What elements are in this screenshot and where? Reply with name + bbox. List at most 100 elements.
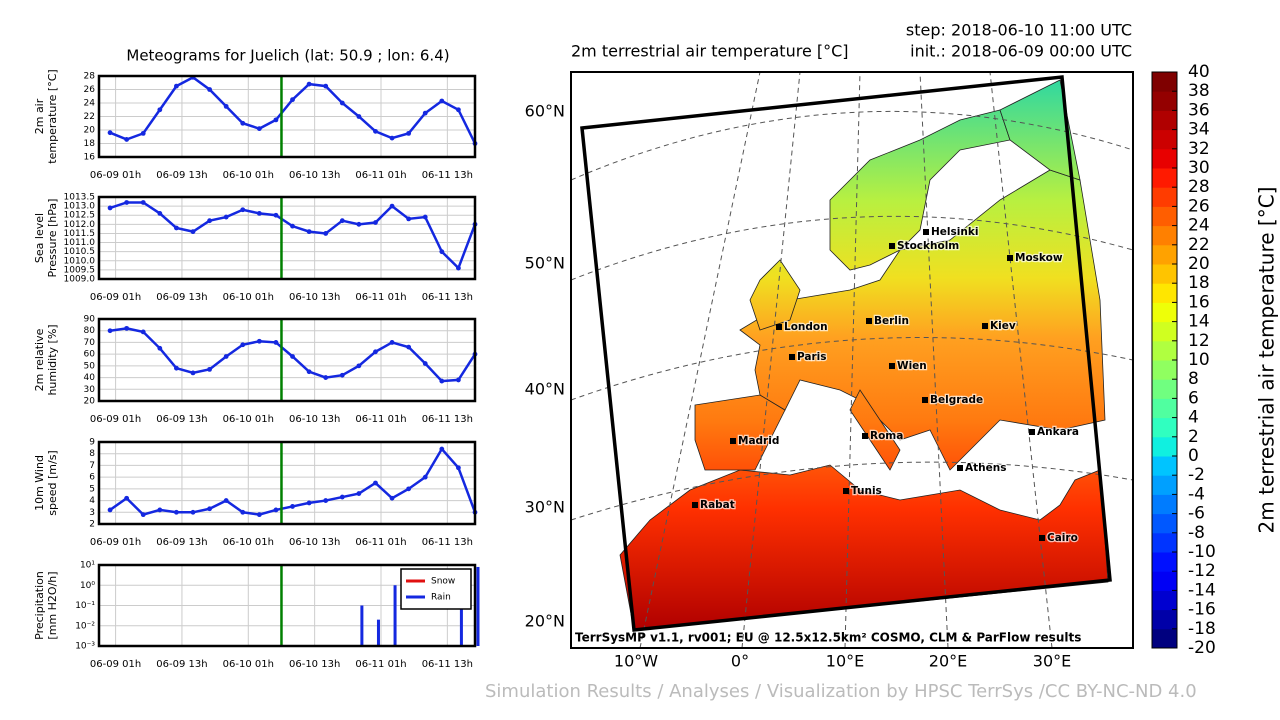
point — [389, 135, 395, 141]
colorbar-segment — [1152, 264, 1177, 284]
footer: Simulation Results / Analyses / Visualiz… — [485, 681, 1197, 702]
land — [619, 79, 1109, 631]
city-label: London — [784, 321, 828, 333]
point — [323, 231, 329, 236]
point — [207, 218, 212, 224]
scandinavia — [829, 109, 1011, 271]
colorbar-tick-label: 32 — [1188, 139, 1210, 159]
lat-label: 50°N — [525, 254, 565, 273]
panel-frame — [97, 195, 477, 281]
y-tick-label: 1012.0 — [64, 220, 96, 230]
x-tick-label: 06-10 13h — [289, 292, 340, 303]
y-tick-label: 6 — [89, 473, 95, 483]
colorbar-tick-label: 20 — [1188, 254, 1210, 274]
y-tick-label: 8 — [89, 449, 95, 459]
map-init: init.: 2018-06-09 00:00 UTC — [910, 42, 1132, 61]
city-dot — [957, 465, 963, 471]
point — [439, 249, 445, 255]
point — [306, 369, 312, 375]
y-tick-label: 4 — [89, 496, 95, 506]
parallel — [570, 337, 1134, 401]
colorbar-tick-label: 36 — [1188, 100, 1210, 120]
x-tick-label: 06-09 13h — [156, 537, 207, 548]
city-label: Ankara — [1037, 426, 1079, 438]
point — [124, 137, 130, 142]
x-tick-label: 06-10 01h — [223, 537, 274, 548]
y-tick-label: 10¹ — [80, 561, 95, 571]
colorbar-tick-label: 8 — [1188, 369, 1199, 389]
colorbar-tick-label: 24 — [1188, 216, 1210, 236]
bar — [376, 619, 380, 646]
city-dot — [982, 323, 988, 329]
colorbar-segment — [1152, 456, 1177, 476]
panel-frame — [97, 440, 477, 526]
map: 2m terrestrial air temperature [°C] step… — [525, 21, 1134, 671]
point — [323, 498, 329, 503]
x-tick-label: 06-09 01h — [90, 659, 141, 670]
lon-label: 10°W — [614, 652, 658, 671]
point — [273, 507, 279, 513]
colorbar-tick-label: 38 — [1188, 81, 1210, 101]
point — [107, 205, 113, 211]
x-tick-label: 06-11 13h — [422, 659, 473, 670]
point — [157, 107, 163, 113]
colorbar-segment — [1152, 571, 1177, 591]
y-tick-label: 10⁻² — [75, 621, 95, 631]
point — [273, 340, 279, 345]
point — [373, 220, 378, 225]
point — [406, 216, 412, 222]
x-tick-label: 06-11 01h — [355, 170, 406, 181]
map-credit: TerrSysMP v1.1, rv001; EU @ 12.5x12.5km²… — [575, 631, 1081, 645]
city-dot — [843, 488, 849, 494]
y-tick-label: 10⁻³ — [75, 642, 95, 652]
city-label: Helsinki — [931, 226, 978, 238]
city-dot — [1039, 535, 1045, 541]
x-tick-label: 06-09 01h — [90, 292, 141, 303]
colorbar-segment — [1152, 148, 1177, 169]
europe — [739, 169, 1106, 471]
point — [290, 97, 295, 103]
point — [456, 107, 461, 113]
lat-label: 60°N — [525, 102, 565, 121]
legend: Snow Rain — [400, 568, 472, 610]
y-tick-label: 30 — [84, 385, 96, 395]
y-axis-label: [mm H2O/h] — [46, 571, 59, 639]
point — [207, 506, 212, 512]
city-label: Athens — [965, 462, 1006, 474]
y-tick-label: 18 — [84, 139, 96, 149]
colorbar-tick-label: 12 — [1188, 331, 1210, 351]
map-title: 2m terrestrial air temperature [°C] — [571, 42, 849, 61]
point — [174, 509, 179, 515]
city-dot — [692, 502, 698, 508]
city-dot — [923, 229, 929, 235]
bar — [393, 585, 397, 646]
y-tick-label: 24 — [84, 99, 96, 109]
panel-frame — [97, 74, 477, 159]
city-dot — [776, 324, 782, 330]
colorbar-tick-label: -2 — [1188, 465, 1205, 485]
domain-outline — [580, 75, 1112, 632]
x-tick-label: 06-09 01h — [90, 537, 141, 548]
point — [422, 110, 428, 116]
colorbar-segment — [1152, 475, 1177, 495]
city-label: Tunis — [851, 485, 882, 497]
colorbar-segment — [1152, 72, 1177, 92]
x-tick-label: 06-09 13h — [156, 292, 207, 303]
meteogram-panel: 06-09 01h 06-09 13h 06-10 01h 06-10 13h 06-1… — [33, 315, 478, 425]
x-tick-label: 06-09 13h — [156, 170, 207, 181]
colorbar-segment — [1152, 168, 1177, 188]
y-axis-label: temperature [°C] — [46, 69, 59, 163]
point — [356, 363, 362, 369]
graticule — [570, 71, 1134, 649]
legend-box — [400, 568, 472, 610]
x-tick-label: 06-10 13h — [289, 170, 340, 181]
point — [157, 507, 163, 513]
y-tick-label: 20 — [84, 397, 96, 407]
colorbar-tick-label: 16 — [1188, 292, 1210, 312]
y-tick-label: 20 — [84, 126, 96, 136]
colorbar-segment — [1152, 494, 1177, 515]
y-axis-label: 2m air — [33, 98, 46, 134]
point — [140, 200, 146, 205]
x-tick-label: 06-10 01h — [223, 292, 274, 303]
point — [356, 114, 362, 119]
